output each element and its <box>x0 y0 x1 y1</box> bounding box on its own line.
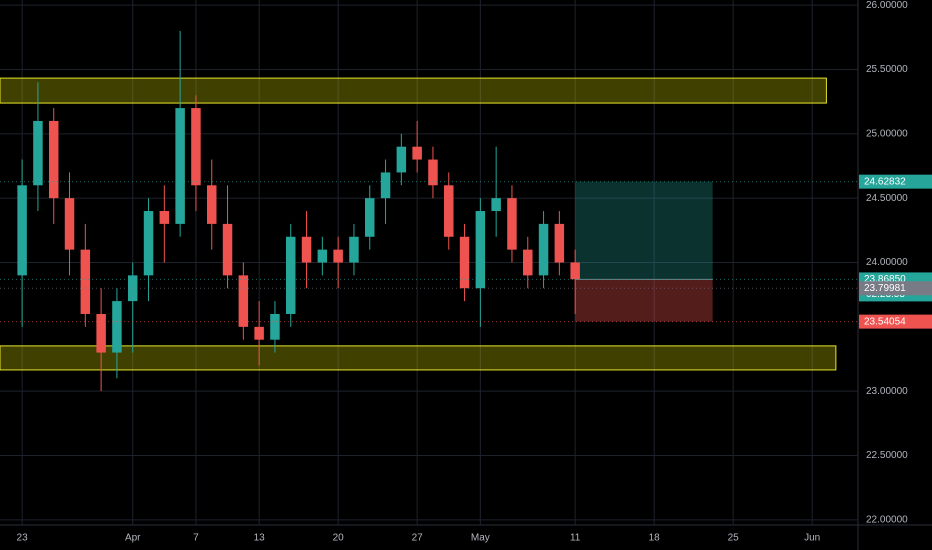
candle-body <box>159 211 170 224</box>
candle-body <box>570 262 580 280</box>
candle-body <box>380 172 391 199</box>
y-tick-label: 24.50000 <box>866 193 908 204</box>
y-tick-label: 22.50000 <box>866 450 908 461</box>
candle-body <box>48 120 59 199</box>
candle-body <box>286 236 296 314</box>
x-tick-label: May <box>471 533 490 544</box>
candle-body <box>270 313 280 340</box>
x-tick-label: 25 <box>728 533 740 544</box>
price-badge <box>859 281 932 296</box>
candle-body <box>33 120 43 186</box>
zone <box>0 345 837 371</box>
price-badge-label: 23.79981 <box>864 283 906 294</box>
stop-zone <box>575 279 713 322</box>
candle-body <box>175 108 185 224</box>
candle-body <box>17 185 27 276</box>
candle-body <box>317 249 328 263</box>
x-tick-label: 13 <box>254 533 266 544</box>
candle-body <box>444 185 454 237</box>
x-tick-label: 23 <box>17 533 29 544</box>
zone <box>0 77 827 104</box>
candle-body <box>301 236 312 263</box>
y-tick-label: 24.00000 <box>866 257 908 268</box>
candle-body <box>191 108 201 186</box>
price-badge <box>859 174 932 189</box>
candle-body <box>349 236 359 263</box>
x-tick-label: 18 <box>649 533 661 544</box>
candle-body <box>222 223 233 276</box>
candle-body <box>491 198 501 212</box>
y-tick-label: 26.00000 <box>866 0 908 11</box>
candle-body <box>428 159 438 186</box>
candle-body <box>206 185 217 224</box>
x-tick-label: 11 <box>570 533 581 544</box>
x-tick-label: 20 <box>333 533 345 544</box>
candle-body <box>475 211 486 289</box>
y-tick-label: 25.00000 <box>866 128 908 139</box>
candle-body <box>254 326 264 340</box>
x-tick-label: 27 <box>412 533 424 544</box>
candle-body <box>396 146 407 173</box>
candle-body <box>554 223 565 263</box>
candle-body <box>96 313 106 353</box>
candle-body <box>523 249 533 276</box>
candle-body <box>80 249 91 314</box>
y-tick-label: 25.50000 <box>866 64 908 75</box>
candle-body <box>64 198 75 250</box>
x-tick-label: Apr <box>125 533 141 544</box>
candle-body <box>333 249 343 263</box>
price-badge-label: 23.54054 <box>864 316 906 327</box>
candle-body <box>112 301 122 353</box>
price-badge <box>859 314 932 329</box>
price-badge-label: 23.86850 <box>864 274 906 285</box>
candle-body <box>538 223 549 276</box>
price-badge-label: 24.62832 <box>864 176 906 187</box>
candle-body <box>238 275 249 327</box>
candle-body <box>365 198 375 237</box>
y-tick-label: 23.00000 <box>866 386 908 397</box>
candle-body <box>412 146 422 160</box>
y-tick-label: 22.00000 <box>866 514 908 525</box>
candle-body <box>143 211 154 276</box>
x-tick-label: Jun <box>804 533 820 544</box>
candle-body <box>459 236 470 289</box>
x-tick-label: 7 <box>193 533 199 544</box>
target-zone <box>575 181 713 280</box>
candle-body <box>507 198 517 250</box>
